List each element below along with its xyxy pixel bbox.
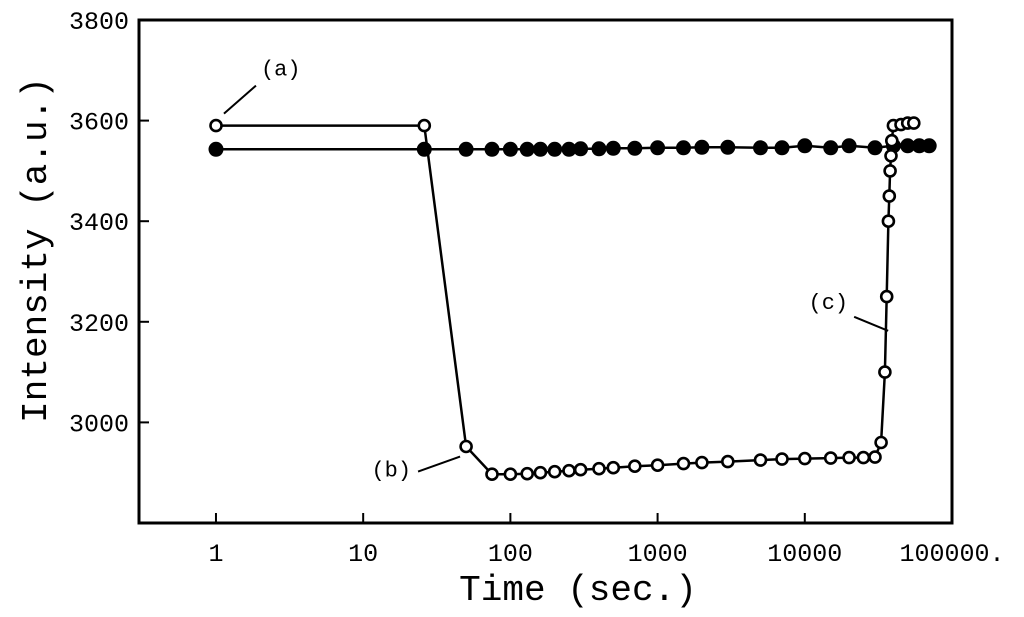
data-point bbox=[841, 138, 857, 154]
data-point bbox=[650, 458, 665, 473]
data-point bbox=[874, 435, 888, 450]
annotation-leader bbox=[223, 84, 257, 115]
annotation-label: (b) bbox=[371, 459, 411, 484]
data-point bbox=[884, 133, 899, 148]
data-point bbox=[573, 141, 589, 157]
data-point bbox=[208, 141, 224, 157]
annotations: (a) (b) (c) bbox=[223, 58, 889, 484]
x-tick-label: 1 bbox=[208, 540, 223, 569]
data-point bbox=[695, 455, 709, 470]
data-point bbox=[532, 141, 548, 157]
plot-frame bbox=[137, 18, 954, 525]
data-point bbox=[879, 289, 894, 304]
data-point bbox=[906, 116, 921, 130]
y-tick-label: 3400 bbox=[69, 209, 129, 238]
data-point bbox=[503, 467, 518, 482]
data-point bbox=[753, 453, 768, 467]
data-point bbox=[209, 118, 223, 133]
data-point bbox=[627, 459, 642, 474]
y-tick-label: 3600 bbox=[69, 109, 129, 138]
data-point bbox=[676, 140, 691, 156]
y-tick-label: 3200 bbox=[69, 310, 129, 339]
data-point bbox=[520, 466, 535, 481]
data-point bbox=[591, 141, 607, 157]
data-point bbox=[884, 149, 898, 163]
data-point bbox=[485, 467, 499, 482]
data-point bbox=[592, 461, 606, 476]
data-point bbox=[547, 464, 562, 479]
x-tick-label: 100 bbox=[488, 540, 533, 569]
data-point bbox=[797, 138, 813, 154]
data-point bbox=[562, 463, 576, 478]
data-point bbox=[823, 451, 838, 465]
data-point bbox=[605, 140, 621, 156]
series-layer bbox=[208, 116, 937, 482]
data-point bbox=[720, 139, 736, 155]
data-point bbox=[883, 164, 897, 178]
x-tick-label: 10000 bbox=[767, 540, 842, 569]
data-point bbox=[775, 452, 789, 466]
y-tick-label: 3800 bbox=[69, 8, 129, 37]
data-point bbox=[533, 465, 548, 480]
data-point bbox=[519, 141, 535, 157]
data-point bbox=[921, 138, 937, 154]
data-point bbox=[774, 140, 790, 156]
data-point bbox=[856, 450, 871, 465]
y-tick-label: 3000 bbox=[69, 410, 129, 439]
y-axis: 3000 3200 3400 3600 3800 bbox=[69, 8, 149, 439]
data-point bbox=[881, 214, 896, 228]
annotation-label: (c) bbox=[809, 291, 849, 316]
x-tick-label: 10 bbox=[348, 540, 378, 569]
x-tick-label: 100000. bbox=[899, 540, 1004, 569]
data-point bbox=[868, 450, 882, 464]
data-point bbox=[573, 462, 588, 477]
data-point bbox=[720, 454, 735, 469]
x-tick-label: 1000 bbox=[628, 540, 688, 569]
data-point bbox=[459, 439, 473, 454]
data-point bbox=[676, 456, 691, 471]
data-point bbox=[797, 451, 812, 466]
data-point bbox=[502, 141, 518, 157]
data-point bbox=[882, 189, 897, 203]
data-point bbox=[867, 140, 883, 156]
data-point bbox=[650, 140, 666, 156]
data-point bbox=[547, 141, 563, 157]
x-axis: 1 10 100 1000 10000 100000. bbox=[208, 513, 1005, 569]
data-point bbox=[753, 140, 768, 156]
data-point bbox=[484, 141, 500, 157]
annotation-leader bbox=[417, 455, 461, 473]
annotation-label: (a) bbox=[261, 58, 301, 83]
data-point bbox=[606, 460, 621, 475]
data-point bbox=[627, 140, 643, 156]
y-axis-title: Intensity (a.u.) bbox=[16, 77, 57, 423]
data-point bbox=[823, 140, 839, 156]
data-point bbox=[842, 450, 856, 465]
data-point bbox=[878, 365, 892, 379]
data-point bbox=[694, 139, 710, 155]
data-point bbox=[417, 118, 432, 133]
x-axis-title: Time (sec.) bbox=[459, 570, 697, 611]
data-point bbox=[458, 141, 474, 157]
annotation-leader bbox=[853, 315, 889, 332]
